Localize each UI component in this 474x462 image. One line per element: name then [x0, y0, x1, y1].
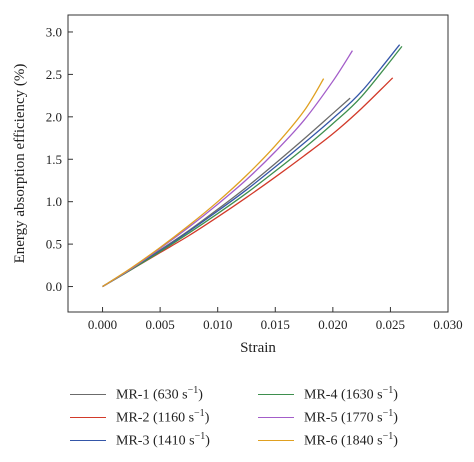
legend-label-close: ): [393, 410, 398, 426]
series-line-3: [102, 44, 401, 288]
legend-label-close: ): [205, 433, 210, 449]
y-tick-label: 1.5: [46, 152, 62, 167]
legend-label-text: MR-5 (1770 s: [304, 410, 383, 426]
legend-label-text: MR-1 (630 s: [116, 387, 188, 403]
x-tick-label: 0.020: [318, 317, 347, 332]
legend-label-exponent: −1: [194, 430, 206, 442]
legend-swatch: [258, 439, 294, 441]
legend-item: MR-3 (1410 s−1): [70, 428, 210, 452]
x-tick-label: 0.015: [261, 317, 290, 332]
legend-label-text: MR-6 (1840 s: [304, 433, 383, 449]
legend-item: MR-6 (1840 s−1): [258, 428, 398, 452]
x-axis-ticks: 0.000 0.005 0.010 0.015 0.020 0.025 0.030: [88, 307, 463, 332]
legend-label: MR-6 (1840 s−1): [304, 431, 398, 450]
x-tick-label: 0.030: [433, 317, 462, 332]
legend-label-exponent: −1: [382, 407, 394, 419]
x-tick-label: 0.000: [88, 317, 117, 332]
series-line-6: [102, 78, 325, 288]
legend-label-text: MR-3 (1410 s: [116, 433, 195, 449]
legend-swatch: [70, 416, 106, 418]
series-line-5: [102, 50, 353, 288]
legend-label-close: ): [393, 387, 398, 403]
x-tick-label: 0.025: [376, 317, 405, 332]
x-tick-label: 0.010: [203, 317, 232, 332]
legend-label-text: MR-4 (1630 s: [304, 387, 383, 403]
legend-label: MR-1 (630 s−1): [116, 385, 203, 404]
x-axis-title: Strain: [240, 340, 276, 356]
legend-label: MR-5 (1770 s−1): [304, 408, 398, 427]
legend-label-text: MR-2 (1160 s: [116, 410, 195, 426]
legend-label-exponent: −1: [382, 430, 394, 442]
legend-label-close: ): [204, 410, 210, 426]
legend-swatch: [258, 393, 294, 395]
legend-swatch: [258, 416, 294, 418]
series-line-4: [102, 45, 403, 288]
y-axis-ticks: 0.0 0.5 1.0 1.5 2.0 2.5 3.0: [46, 24, 73, 294]
legend-item: MR-2 (1160 s−1): [70, 405, 209, 429]
plot-border: [67, 14, 449, 313]
legend-label: MR-2 (1160 s−1): [116, 408, 209, 427]
y-tick-label: 0.0: [46, 279, 62, 294]
chart-canvas: 0.000 0.005 0.010 0.015 0.020 0.025 0.030 0.00…: [12, 14, 463, 356]
y-tick-label: 2.5: [46, 67, 62, 82]
y-tick-label: 2.0: [46, 109, 62, 124]
legend-label-exponent: −1: [194, 407, 205, 419]
chart-legend: MR-1 (630 s−1) MR-2 (1160 s−1) MR-3 (1410 …: [0, 370, 474, 462]
y-tick-label: 0.5: [46, 237, 62, 252]
legend-label-close: ): [198, 387, 203, 403]
y-tick-label: 3.0: [46, 24, 62, 39]
legend-label-exponent: −1: [382, 384, 394, 396]
legend-item: MR-5 (1770 s−1): [258, 405, 398, 429]
y-tick-label: 1.0: [46, 194, 62, 209]
legend-swatch: [70, 439, 106, 441]
series-line-1: [102, 97, 351, 288]
series-lines: [102, 44, 403, 288]
legend-item: MR-1 (630 s−1): [70, 382, 203, 406]
legend-label: MR-3 (1410 s−1): [116, 431, 210, 450]
plot-frame: [67, 14, 449, 313]
legend-label: MR-4 (1630 s−1): [304, 385, 398, 404]
legend-swatch: [70, 393, 106, 395]
legend-item: MR-4 (1630 s−1): [258, 382, 398, 406]
y-axis-title: Energy absorption efficiency (%): [12, 64, 28, 264]
legend-label-exponent: −1: [187, 384, 199, 396]
legend-label-close: ): [393, 433, 398, 449]
x-tick-label: 0.005: [145, 317, 174, 332]
